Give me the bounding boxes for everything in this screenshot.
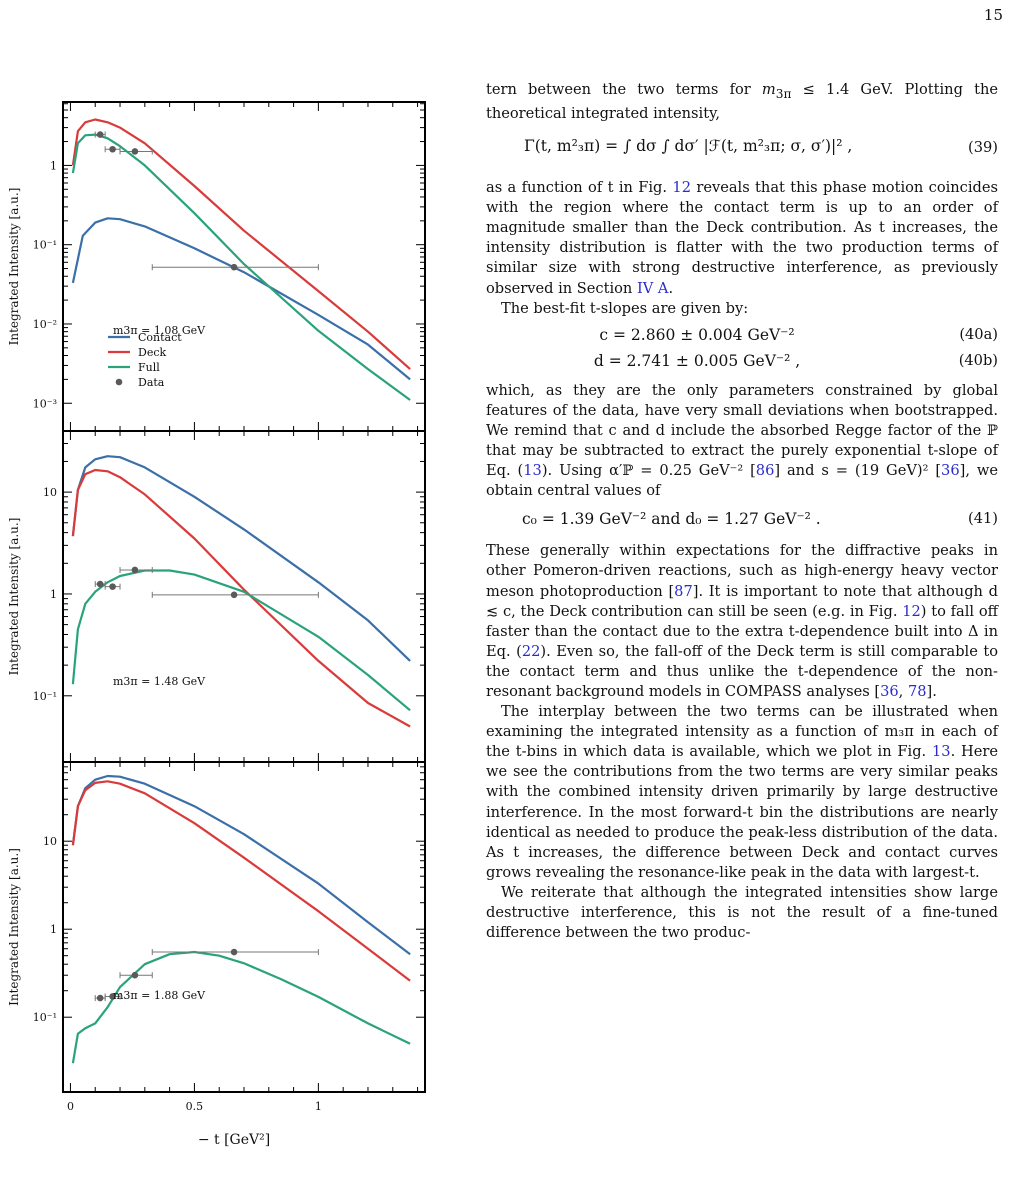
paragraph-4: which, as they are the only parameters c… — [486, 381, 998, 500]
figure-ref-12[interactable]: 12 — [672, 179, 691, 197]
y-tick-label: 10 — [43, 486, 57, 499]
citation-36b[interactable]: 36 — [880, 682, 899, 700]
paragraph-7: We reiterate that although the integrate… — [486, 883, 998, 942]
y-tick-label: 10⁻² — [33, 318, 57, 331]
y-tick-label: 10⁻³ — [33, 397, 57, 410]
legend-swatch-data — [115, 378, 123, 386]
data-point — [96, 994, 104, 1002]
legend-label: Deck — [138, 346, 166, 359]
mass-annotation: m3π = 1.88 GeV — [113, 989, 206, 1002]
y-tick-label: 10⁻¹ — [33, 239, 57, 252]
curve-full — [71, 133, 411, 401]
y-axis-label: Integrated Intensity [a.u.] — [7, 188, 21, 346]
mass-annotation: m3π = 1.08 GeV — [113, 324, 206, 337]
data-point — [96, 580, 104, 588]
data-point — [109, 993, 116, 1000]
citation-87[interactable]: 87 — [674, 582, 693, 600]
curve-deck — [71, 468, 411, 728]
equation-40a-number: (40a) — [959, 325, 998, 343]
intensity-figure: 10⁻³ 10⁻² 10⁻¹ 1 m3π = 1.08 GeV Integrated In… — [7, 101, 426, 1148]
curve-contact — [71, 774, 411, 956]
body-text-column: tern between the two terms for m3π ≤ 1.4… — [486, 80, 998, 943]
data-point — [131, 148, 139, 155]
equation-40a: c = 2.860 ± 0.004 GeV⁻² (40a) — [486, 325, 998, 347]
equation-41: c₀ = 1.39 GeV⁻² and d₀ = 1.27 GeV⁻² . (4… — [486, 501, 998, 541]
y-tick-label: 10⁻¹ — [33, 690, 57, 703]
y-tick-label: 10⁻¹ — [33, 1011, 57, 1024]
y-tick-label: 1 — [50, 588, 57, 601]
data-point — [96, 131, 104, 138]
y-tick-label: 1 — [50, 923, 57, 936]
x-tick-label: 0.5 — [186, 1100, 204, 1113]
data-point — [230, 948, 238, 956]
data-point — [109, 145, 116, 153]
equation-ref-13[interactable]: 13 — [523, 462, 542, 480]
legend-label: Contact — [138, 331, 182, 344]
equation-39: Γ(t, m²₃π) = ∫ dσ ∫ dσ′ |ℱ(t, m²₃π; σ, σ… — [486, 124, 998, 178]
legend-label: Full — [138, 361, 160, 374]
paragraph-5: These generally within expectations for … — [486, 542, 999, 700]
data-point — [109, 583, 116, 590]
data-point — [131, 566, 139, 574]
paragraph-3: The best-fit t-slopes are given by: — [501, 299, 749, 317]
y-axis-label: Integrated Intensity [a.u.] — [7, 518, 21, 676]
mass-annotation: m3π = 1.48 GeV — [113, 675, 206, 688]
equation-41-body: c₀ = 1.39 GeV⁻² and d₀ = 1.27 GeV⁻² . — [522, 510, 821, 529]
equation-ref-22[interactable]: 22 — [521, 642, 541, 660]
citation-36[interactable]: 36 — [941, 462, 960, 480]
citation-78[interactable]: 78 — [907, 682, 927, 700]
data-point — [131, 971, 139, 979]
curve-deck — [71, 780, 411, 982]
equation-40b-number: (40b) — [958, 351, 998, 369]
citation-86[interactable]: 86 — [755, 462, 775, 480]
paragraph-2: as a function of t in Fig. 12 reveals th… — [486, 179, 998, 297]
curve-full — [71, 569, 411, 712]
panel-frame — [62, 430, 426, 763]
equation-39-number: (39) — [968, 139, 998, 157]
section-ref-iva[interactable]: IV A — [636, 279, 669, 297]
legend-label: Data — [138, 376, 165, 389]
curve-deck — [71, 118, 411, 370]
y-axis-label: Integrated Intensity [a.u.] — [7, 848, 21, 1006]
data-point — [230, 591, 238, 599]
x-tick-label: 0 — [67, 1100, 74, 1113]
equation-41-number: (41) — [968, 510, 998, 528]
curve-contact — [71, 217, 411, 381]
figure-ref-12b[interactable]: 12 — [902, 602, 921, 620]
paragraph-1: tern between the two terms for m3π ≤ 1.4… — [486, 81, 998, 122]
y-tick-label: 1 — [50, 159, 57, 172]
data-point — [230, 263, 238, 271]
x-tick-label: 1 — [315, 1100, 322, 1113]
curve-full — [71, 950, 411, 1064]
y-tick-label: 10 — [43, 835, 57, 848]
figure-ref-13[interactable]: 13 — [931, 743, 951, 761]
x-axis-label: − t [GeV²] — [198, 1132, 270, 1148]
curve-contact — [71, 455, 411, 662]
panel-frame — [62, 761, 426, 1093]
equation-40b-body: d = 2.741 ± 0.005 GeV⁻² , — [593, 351, 801, 370]
equation-40a-body: c = 2.860 ± 0.004 GeV⁻² — [599, 325, 795, 344]
page-number: 15 — [983, 6, 1003, 24]
equation-39-body: Γ(t, m²₃π) = ∫ dσ ∫ dσ′ |ℱ(t, m²₃π; σ, σ… — [524, 137, 853, 156]
equation-40b: d = 2.741 ± 0.005 GeV⁻² , (40b) — [486, 351, 998, 373]
paragraph-6: The interplay between the two terms can … — [486, 703, 998, 881]
